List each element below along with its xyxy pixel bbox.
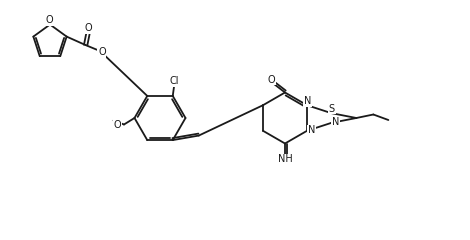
- Text: O: O: [46, 15, 53, 25]
- Text: NH: NH: [278, 154, 292, 164]
- Text: N: N: [332, 117, 339, 127]
- Text: O: O: [114, 120, 121, 130]
- Text: O: O: [268, 75, 275, 85]
- Text: Cl: Cl: [170, 76, 180, 86]
- Text: S: S: [329, 104, 335, 114]
- Text: N: N: [308, 125, 315, 135]
- Text: O: O: [84, 23, 92, 33]
- Text: O: O: [98, 47, 106, 57]
- Text: N: N: [304, 96, 311, 106]
